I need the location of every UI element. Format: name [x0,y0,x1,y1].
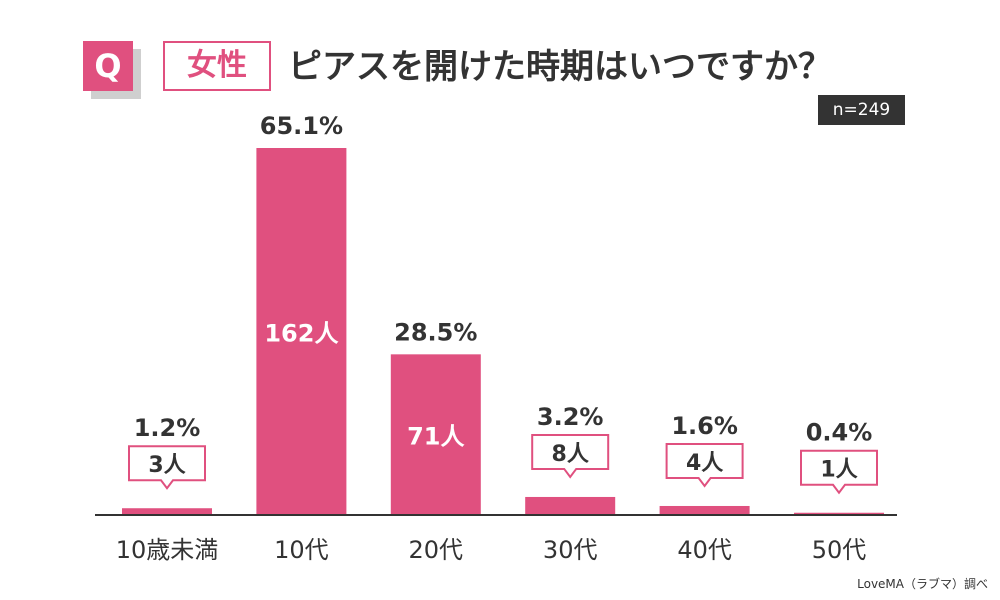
count-callout [665,442,744,488]
category-label: 20代 [409,536,464,564]
count-label: 3人 [148,453,185,478]
value-label: 1.2% [134,414,201,442]
bar [659,505,750,515]
count-label: 1人 [820,458,857,483]
count-callout [531,433,610,479]
bar [256,148,347,515]
count-callout [128,445,206,490]
value-label: 65.1% [260,112,343,140]
category-label: 30代 [543,536,598,564]
gender-tag: 女性 [163,41,271,91]
chart-title: ピアスを開けた時期はいつですか？ [288,47,832,87]
bar [794,512,884,515]
bar [390,354,481,515]
count-label: 162人 [264,320,338,348]
count-callout [800,449,878,495]
value-label: 28.5% [394,318,477,346]
category-label: 10代 [274,536,329,564]
sample-size-badge: n=249 [818,95,905,125]
source-note: LoveMA（ラブマ）調べ [857,577,988,591]
count-label: 8人 [552,442,589,467]
q-badge: Q [83,41,133,91]
bar [525,496,616,515]
value-label: 0.4% [806,419,873,447]
count-label: 71人 [407,423,464,451]
value-label: 3.2% [537,403,604,431]
category-label: 40代 [677,536,732,564]
count-label: 4人 [686,451,723,476]
category-label: 10歳未満 [116,536,219,564]
category-label: 50代 [812,536,867,564]
bar [122,508,212,515]
value-label: 1.6% [671,412,738,440]
